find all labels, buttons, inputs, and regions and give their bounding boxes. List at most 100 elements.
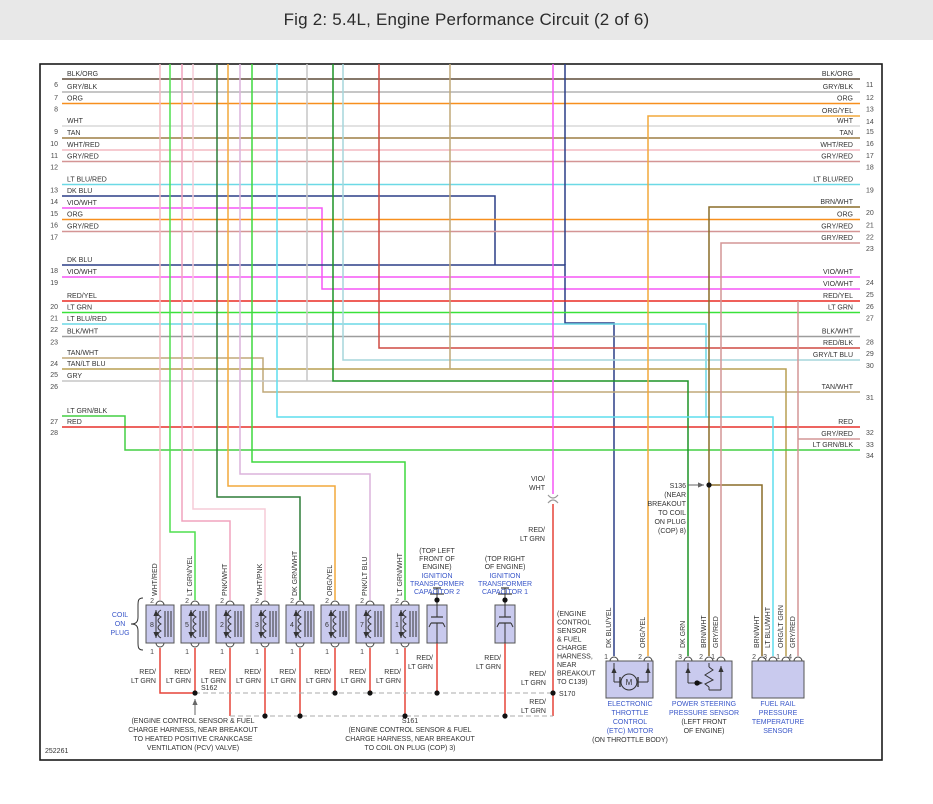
wire-number-right-27: 27 (866, 316, 874, 323)
coil-number: 1 (395, 622, 399, 629)
junction-dot (550, 690, 556, 696)
cap-location-note: (TOP RIGHT (485, 556, 526, 563)
pin-arc (768, 656, 778, 662)
diagram-label: (ENGINE CONTROL SENSOR & FUEL (348, 727, 471, 734)
coil-winding (192, 609, 197, 639)
junction-dot (332, 690, 338, 696)
title-bar: Fig 2: 5.4L, Engine Performance Circuit … (0, 0, 933, 40)
arrowhead (188, 632, 194, 638)
arrowhead (398, 610, 404, 616)
wire-label-left-21: LT GRN (67, 305, 92, 312)
component-wire-label: BRN/WHT (701, 615, 708, 648)
diagram-label: LT GRN (521, 680, 546, 687)
coil-winding (157, 609, 162, 639)
pin-number: 2 (638, 654, 642, 661)
diagram-label: BREAKOUT (557, 671, 596, 678)
component-wire-label: ORG/LT GRN (778, 605, 785, 648)
pin-number: 3 (678, 654, 682, 661)
diagram-label: S162 (201, 685, 217, 692)
cop-pnkwht (181, 64, 231, 600)
wire-number-right-16: 16 (866, 141, 874, 148)
junction-dot (262, 713, 268, 719)
diagram-label: RED/ (416, 655, 433, 662)
arrowhead (645, 667, 651, 673)
coil-number: 5 (185, 622, 189, 629)
wire-label-left-19: VIO/WHT (67, 269, 98, 276)
diagram-label: LT GRN (521, 708, 546, 715)
symbol-line (442, 622, 446, 628)
diagram-label: S161 (402, 718, 418, 725)
diagram-label: LT GRN (271, 678, 296, 685)
wire-label-left-17: GRY/RED (67, 224, 99, 231)
pin-number: 1 (395, 649, 399, 656)
cop-whtpnk (192, 64, 266, 600)
junction-dot (434, 597, 440, 603)
arrowhead (328, 632, 334, 638)
diagram-label: LT GRN (201, 678, 226, 685)
cap-location-note: FRONT OF (419, 556, 455, 563)
arrowhead (223, 610, 229, 616)
wire-14 (62, 195, 496, 265)
diagram-label: RED/ (529, 671, 546, 678)
wire-label-right-22: GRY/RED (821, 224, 853, 231)
wire-label-left-22: LT BLU/RED (67, 316, 107, 323)
diagram-label: LT GRN (408, 664, 433, 671)
wire-number-left-12: 12 (50, 165, 58, 172)
pin-arc (155, 642, 165, 648)
wire-number-left-17: 17 (50, 235, 58, 242)
wire-18-etc1 (62, 264, 615, 656)
junction-dot (706, 482, 712, 488)
cap-location-note: ENGINE) (422, 564, 451, 571)
wire-number-right-29: 29 (866, 351, 874, 358)
component-wire-label: GRY/RED (713, 616, 720, 648)
cap-title: TRANSFORMER (478, 581, 532, 588)
cop-ltgrnyel (169, 64, 196, 600)
wire-label-left-12: GRY/RED (67, 154, 99, 161)
component-title: ELECTRONIC (607, 701, 652, 708)
pin-arc (295, 642, 305, 648)
pin-number: 1 (255, 649, 259, 656)
cop-orgyel (227, 64, 336, 600)
wire-number-left-28: 28 (50, 430, 58, 437)
arrowhead (153, 632, 159, 638)
diagram-label: (ENGINE (557, 611, 587, 618)
arrowhead (258, 632, 264, 638)
pin-arc (190, 600, 200, 606)
wire-number-right-28: 28 (866, 340, 874, 347)
pin-arc (225, 600, 235, 606)
pin-number: 2 (150, 598, 154, 605)
coil-number: 8 (150, 622, 154, 629)
pin-number: 1 (711, 654, 715, 661)
diagram-label: RED/ (314, 669, 331, 676)
coil-box-1 (390, 604, 420, 644)
pin-number: 2 (185, 598, 189, 605)
pin-number: 1 (360, 649, 364, 656)
component-title: FUEL RAIL (760, 701, 795, 708)
wire-label-right-32: RED (838, 419, 853, 426)
symbol-line (510, 622, 514, 628)
resistor-zigzag (704, 666, 715, 688)
coil-number: 7 (360, 622, 364, 629)
wire-number-right-25: 25 (866, 292, 874, 299)
component-title: TEMPERATURE (752, 719, 805, 726)
diagram-label: RED/ (209, 669, 226, 676)
pin-number: 2 (325, 598, 329, 605)
wire-label-left-28: RED (67, 419, 82, 426)
coil-number: 3 (255, 622, 259, 629)
wire-22 (62, 323, 707, 417)
arrowhead (698, 482, 704, 488)
pin-number: 2 (220, 598, 224, 605)
pin-arc (643, 656, 653, 662)
component-wire-label: BRN/WHT (754, 615, 761, 648)
wire-number-left-26: 26 (50, 384, 58, 391)
wire-number-right-32: 32 (866, 430, 874, 437)
diagram-label: RED/ (349, 669, 366, 676)
wire-label-left-13: LT BLU/RED (67, 177, 107, 184)
wire-number-left-15: 15 (50, 211, 58, 218)
wire-label-right-18: GRY/RED (821, 154, 853, 161)
coil-wire-label: WHT/PNK (257, 563, 264, 596)
cap-location-note: OF ENGINE) (485, 564, 526, 571)
component-wire-label: DK GRN (680, 621, 687, 648)
wire-label-right-21: ORG (837, 212, 853, 219)
symbol-line (496, 622, 500, 628)
